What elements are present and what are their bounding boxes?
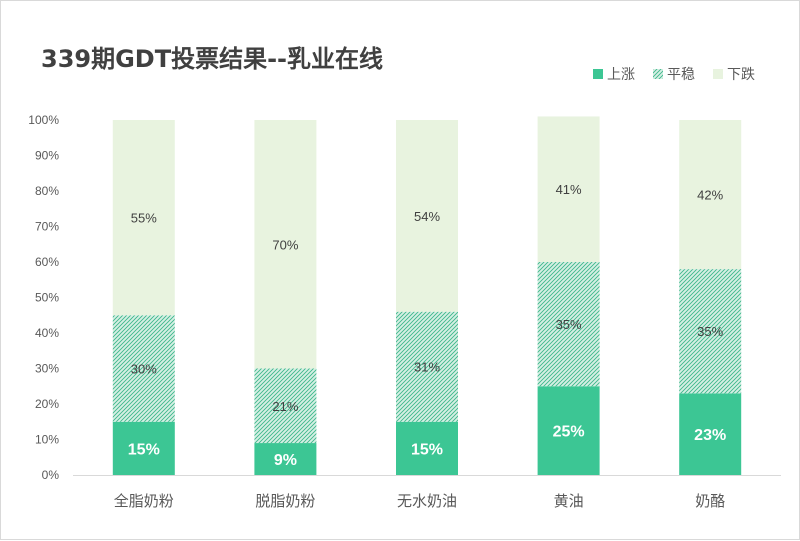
y-tick-label: 0% [42, 468, 60, 482]
data-label: 70% [272, 237, 298, 252]
y-tick-label: 10% [35, 433, 59, 447]
x-category-label: 奶酪 [695, 492, 725, 510]
y-tick-label: 30% [35, 362, 59, 376]
bar-segment [254, 368, 317, 444]
bar-segment [396, 120, 458, 312]
y-tick-label: 70% [35, 220, 59, 234]
bar-segment [679, 269, 742, 394]
y-tick-label: 50% [35, 291, 59, 305]
bar-segment [254, 443, 317, 475]
legend-label: 下跌 [727, 67, 755, 83]
y-tick-label: 80% [35, 184, 59, 198]
bar-segment [537, 116, 600, 262]
data-label: 35% [556, 317, 582, 332]
x-category-label: 无水奶油 [397, 492, 457, 510]
data-label: 35% [697, 324, 723, 339]
data-label: 25% [553, 424, 585, 441]
y-tick-label: 100% [28, 113, 59, 127]
bar-segment [679, 120, 742, 270]
bar-segment [537, 262, 600, 387]
x-category-label: 脱脂奶粉 [255, 492, 315, 510]
bar-segment [679, 393, 742, 475]
bar-segment [112, 421, 175, 475]
data-label: 41% [556, 182, 582, 197]
data-label: 30% [131, 362, 157, 377]
x-category-label: 全脂奶粉 [114, 492, 174, 510]
data-label: 15% [128, 441, 160, 458]
bar-segment [396, 311, 458, 422]
data-label: 55% [131, 211, 157, 226]
legend-swatch [713, 69, 723, 79]
data-label: 31% [414, 360, 440, 375]
data-label: 23% [694, 427, 726, 444]
data-label: 21% [272, 399, 298, 414]
data-label: 42% [697, 188, 723, 203]
bar-segment [537, 386, 600, 475]
y-tick-label: 60% [35, 255, 59, 269]
y-tick-label: 20% [35, 397, 59, 411]
x-category-label: 黄油 [554, 492, 584, 510]
legend-label: 上涨 [607, 67, 635, 83]
data-label: 15% [411, 441, 443, 458]
bar-segment [396, 421, 458, 475]
bar-segment [112, 315, 175, 422]
legend-swatch [653, 69, 663, 79]
data-label: 9% [274, 452, 297, 469]
legend-label: 平稳 [667, 67, 695, 83]
data-label: 54% [414, 209, 440, 224]
bar-segment [254, 120, 317, 369]
y-tick-label: 40% [35, 326, 59, 340]
legend-swatch [593, 69, 603, 79]
y-tick-label: 90% [35, 149, 59, 163]
bar-segment [112, 120, 175, 316]
chart-title: 339期GDT投票结果--乳业在线 [41, 45, 384, 73]
